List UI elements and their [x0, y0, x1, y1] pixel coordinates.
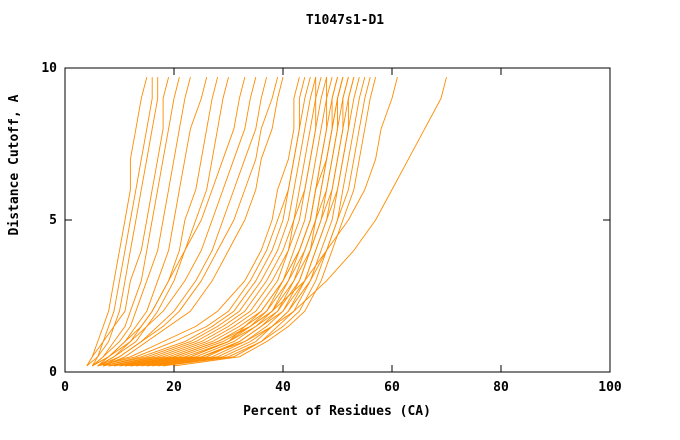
axis-ticks: 0 20 40 60 80 100 0 5 10 — [41, 61, 622, 395]
model-curve — [91, 77, 159, 367]
x-tick-label: 0 — [61, 380, 69, 395]
model-curve — [152, 76, 360, 367]
model-curve — [146, 76, 447, 367]
model-curve — [103, 76, 284, 367]
x-tick-label: 60 — [384, 380, 400, 395]
model-curve — [86, 76, 170, 367]
model-curve — [141, 76, 355, 367]
y-axis-label: Distance Cutoff, A — [7, 94, 22, 235]
model-curve — [113, 77, 328, 367]
model-curve — [124, 76, 338, 367]
model-curve — [92, 76, 191, 367]
y-tick-label: 0 — [49, 365, 57, 380]
model-curve — [108, 77, 317, 367]
x-tick-label: 20 — [166, 380, 182, 395]
model-curve — [113, 76, 328, 367]
model-curve — [108, 76, 344, 367]
model-curves — [86, 76, 447, 367]
model-curve — [92, 76, 246, 367]
model-curve — [92, 76, 219, 367]
model-curve — [130, 76, 398, 367]
model-curve — [97, 76, 268, 367]
model-curve — [108, 76, 322, 367]
y-tick-label: 5 — [49, 213, 57, 228]
x-tick-label: 100 — [598, 380, 622, 395]
model-curve — [86, 77, 153, 367]
x-tick-label: 40 — [275, 380, 291, 395]
chart-title: T1047s1-D1 — [306, 13, 384, 28]
model-curve — [92, 76, 180, 367]
x-tick-label: 80 — [493, 380, 509, 395]
model-curve — [103, 76, 317, 367]
x-axis-label: Percent of Residues (CA) — [243, 404, 431, 419]
model-curve — [173, 76, 377, 367]
model-curve — [103, 76, 311, 367]
model-curve — [102, 76, 279, 367]
model-curve — [97, 76, 300, 367]
model-curve — [97, 76, 257, 367]
model-curve — [86, 76, 148, 367]
y-tick-label: 10 — [41, 61, 57, 76]
